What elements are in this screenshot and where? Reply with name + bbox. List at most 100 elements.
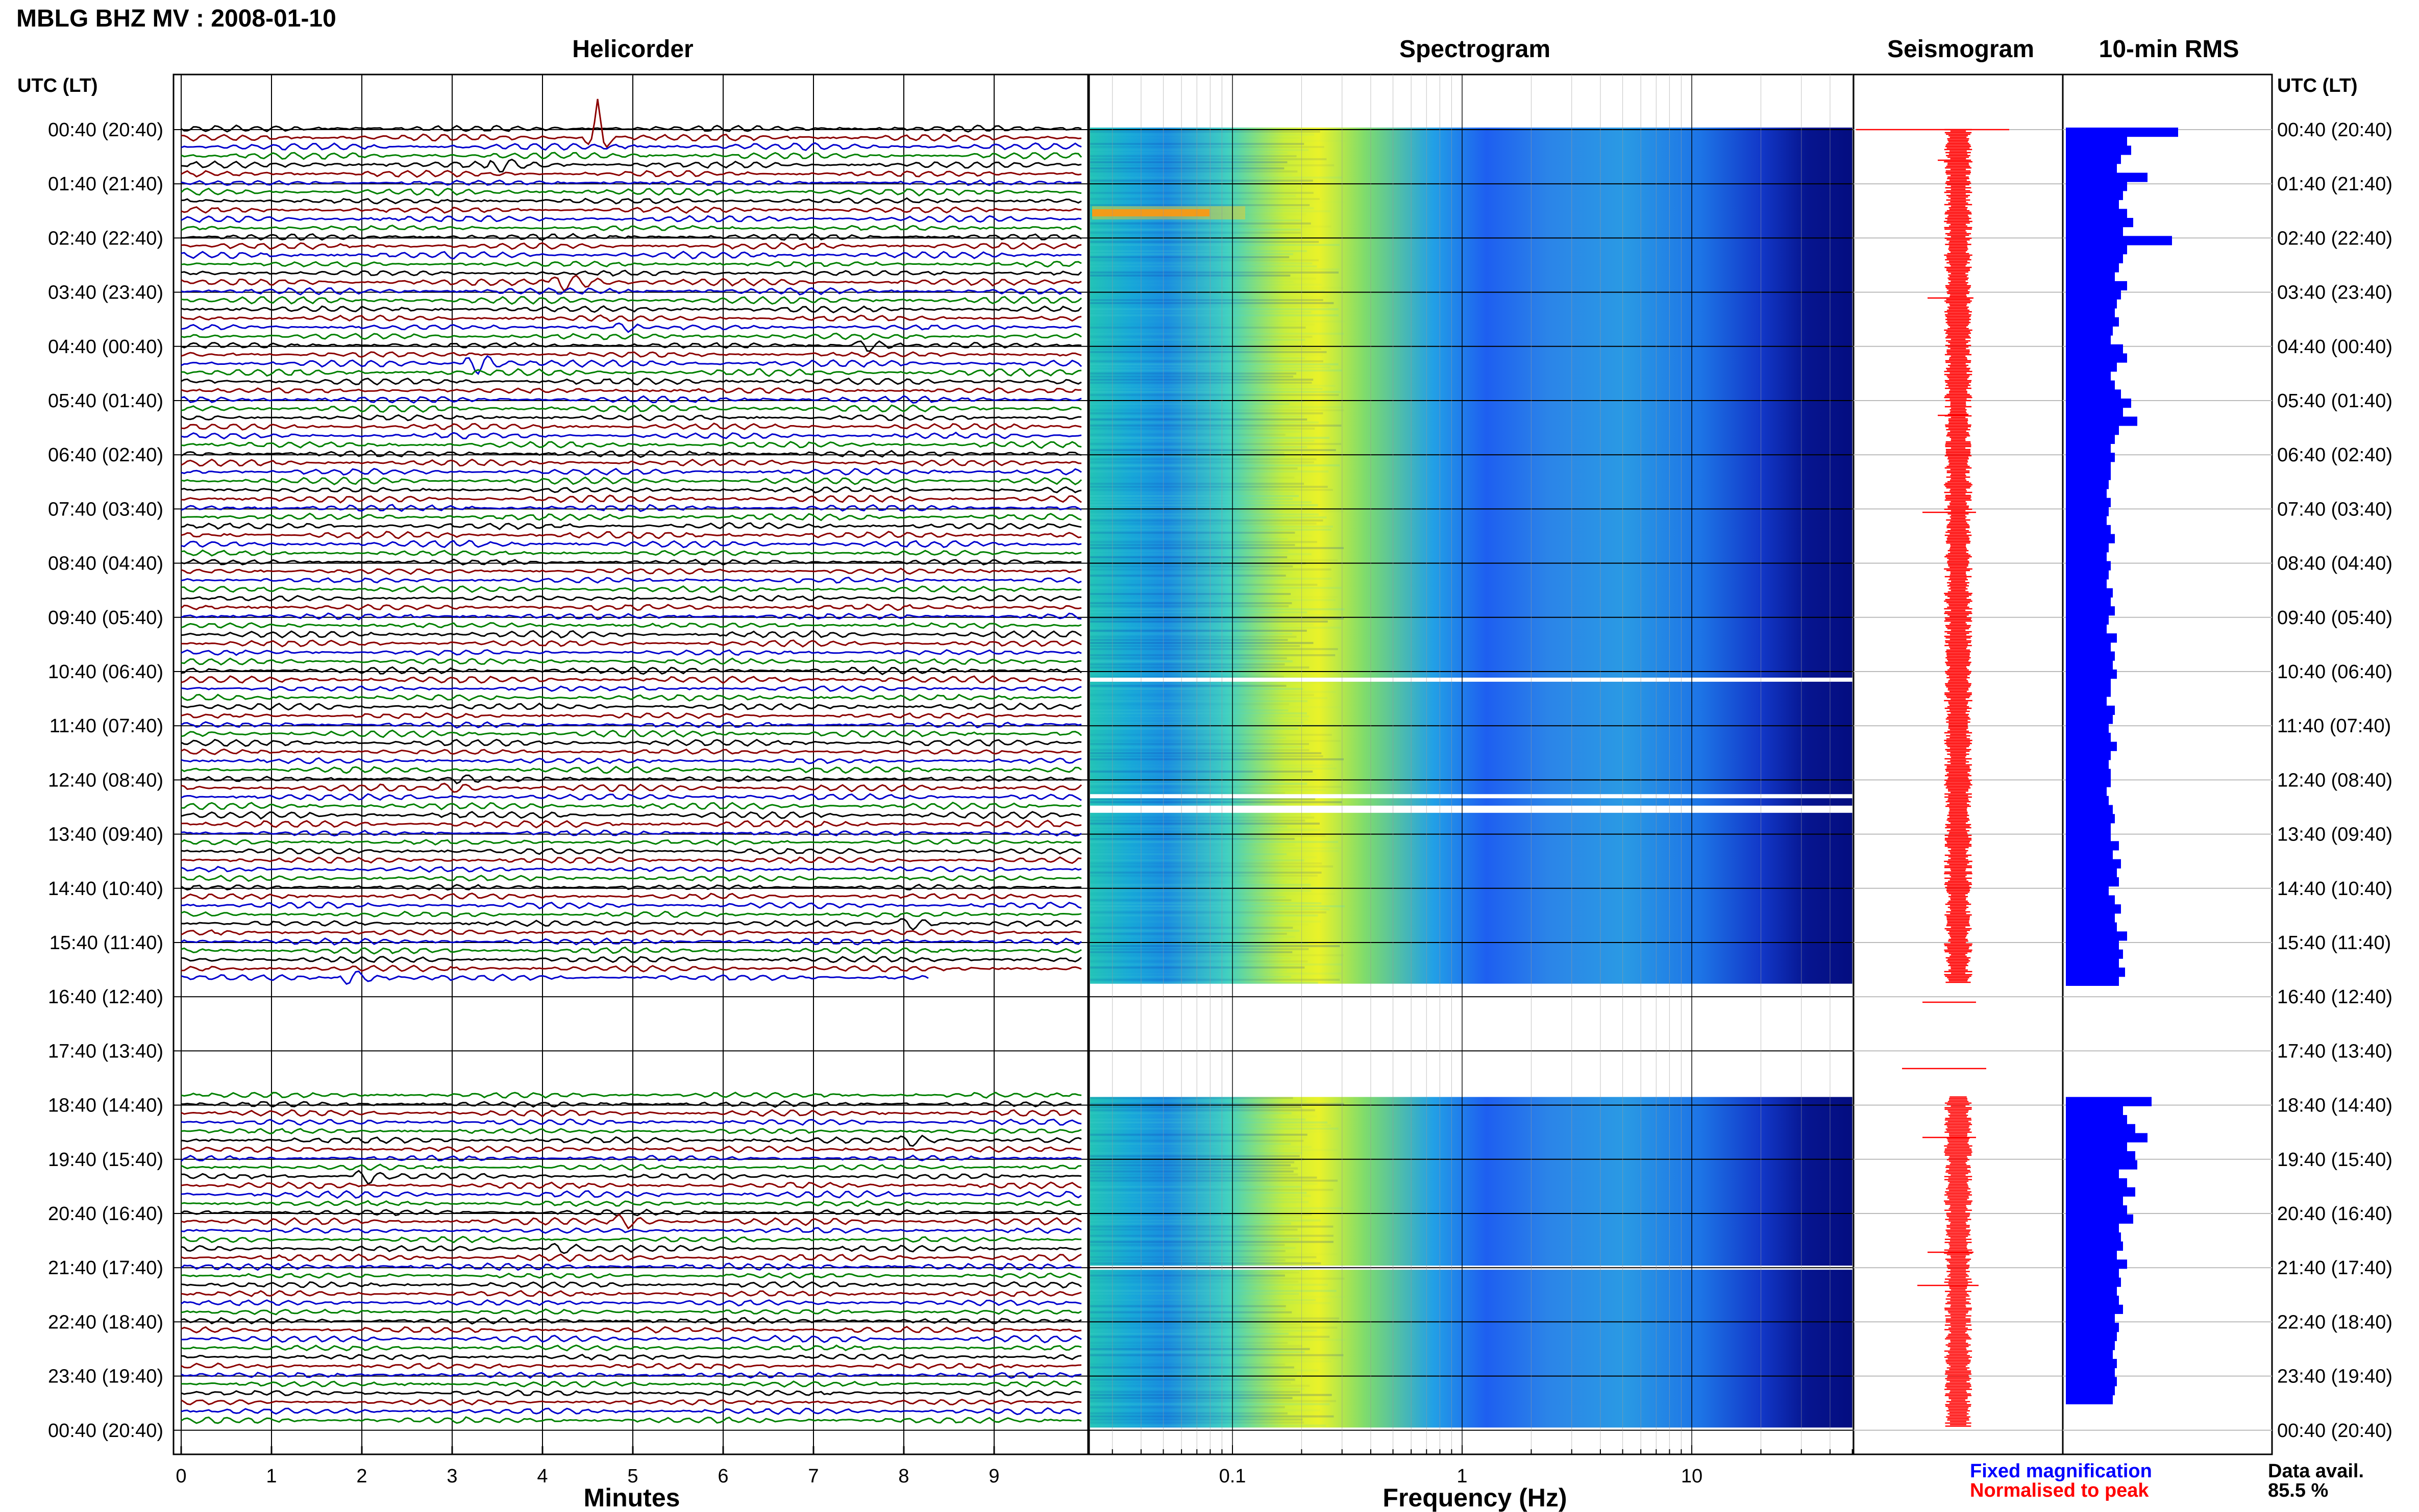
- rms-bar: [2066, 814, 2115, 824]
- rms-bar: [2066, 353, 2127, 363]
- spectrogram-row-stripe: [1090, 1179, 1338, 1182]
- rms-bar: [2066, 859, 2121, 869]
- helicorder-trace: [181, 387, 1082, 394]
- spectrogram-row-stripe: [1090, 192, 1314, 194]
- spectrogram-row-stripe: [1090, 1106, 1301, 1108]
- spectrogram-row-stripe: [1090, 627, 1341, 629]
- helicorder-trace: [181, 377, 1082, 386]
- spectrogram-row-stripe: [1090, 1308, 1286, 1310]
- spectrogram-row-stripe: [1090, 902, 1322, 904]
- helicorder-trace: [180, 187, 1082, 197]
- helicorder-trace: [181, 693, 1082, 702]
- spectrogram-row-stripe: [1090, 1234, 1334, 1237]
- spectrogram-row-stripe: [1090, 538, 1288, 540]
- spectrogram-row-stripe: [1090, 826, 1288, 828]
- time-tick-right: 12:40 (08:40): [2277, 770, 2392, 791]
- spectrogram-row-stripe: [1090, 207, 1314, 209]
- spectrogram-row-stripe: [1090, 1397, 1293, 1399]
- spectrogram-row-stripe: [1090, 1225, 1334, 1228]
- time-tick-right: 18:40 (14:40): [2277, 1095, 2392, 1117]
- spectrogram-row-stripe: [1090, 1250, 1286, 1252]
- helicorder-trace: [181, 1308, 1082, 1316]
- time-tick-right: 02:40 (22:40): [2277, 228, 2392, 249]
- spectrogram-row-stripe: [1090, 890, 1312, 892]
- seismogram-title: Seismogram: [1887, 36, 2034, 63]
- spectrogram-row-stripe: [1090, 268, 1340, 270]
- legend-normalised-to-peak: Normalised to peak: [1970, 1480, 2149, 1501]
- rms-bar: [2066, 200, 2119, 209]
- helicorder-trace: [181, 404, 1082, 413]
- rms-bar: [2066, 1178, 2127, 1188]
- helicorder-trace: [181, 702, 1082, 711]
- rms-bar: [2066, 949, 2123, 959]
- minute-tick-label: 2: [356, 1466, 367, 1487]
- helicorder-trace: [181, 340, 1082, 352]
- spectrogram-row-stripe: [1090, 1228, 1298, 1231]
- helicorder-trace: [181, 558, 1082, 566]
- helicorder-trace: [181, 274, 1082, 292]
- helicorder-trace: [181, 1200, 1082, 1207]
- rms-bar: [2066, 155, 2121, 164]
- helicorder-trace: [181, 260, 1082, 268]
- spectrogram-row-stripe: [1090, 464, 1340, 466]
- spectrogram-row-stripe: [1090, 1213, 1312, 1216]
- spectrogram-row-stripe: [1090, 878, 1309, 880]
- spectrogram-row-stripe: [1090, 951, 1293, 953]
- rms-bar: [2066, 1115, 2127, 1125]
- spectrogram-row-stripe: [1090, 930, 1300, 932]
- rms-bar: [2066, 489, 2107, 499]
- rms-bar: [2066, 209, 2127, 218]
- spectrogram-row-stripe: [1090, 853, 1287, 855]
- helicorder-trace: [181, 1380, 1082, 1388]
- rms-bar: [2066, 362, 2117, 372]
- spectrogram-row-stripe: [1090, 535, 1312, 537]
- spectrogram-row-stripe: [1090, 314, 1339, 316]
- rms-bar: [2066, 182, 2127, 191]
- spectrogram-row-stripe: [1090, 767, 1337, 770]
- spectrogram-row-stripe: [1090, 443, 1342, 445]
- spectrogram-row-stripe: [1090, 373, 1297, 375]
- spectrogram-row-stripe: [1090, 1121, 1328, 1124]
- rms-bar: [2066, 1250, 2117, 1260]
- helicorder-trace: [181, 1154, 1082, 1162]
- spectrogram-row-stripe: [1090, 896, 1286, 898]
- rms-bar: [2066, 769, 2111, 778]
- helicorder-trace: [181, 179, 1082, 186]
- spectrogram-row-stripe: [1090, 856, 1317, 858]
- spectrogram-row-stripe: [1090, 250, 1307, 252]
- spectrogram-row-stripe: [1090, 360, 1323, 362]
- rms-bar: [2066, 218, 2133, 228]
- time-tick-right: 10:40 (06:40): [2277, 661, 2392, 683]
- spectrogram-row-stripe: [1090, 728, 1299, 730]
- spectrogram-row-stripe: [1090, 330, 1287, 332]
- spectrogram-row-stripe: [1090, 850, 1340, 852]
- time-tick-right: 00:40 (20:40): [2277, 1420, 2392, 1442]
- helicorder-trace: [181, 1100, 1082, 1108]
- spectrogram-row-stripe: [1090, 412, 1323, 414]
- rms-bar: [2066, 886, 2109, 896]
- rms-bar: [2066, 633, 2117, 643]
- spectrogram-row-stripe: [1090, 492, 1295, 494]
- spectrogram-row-stripe: [1090, 1201, 1309, 1203]
- spectrogram-row-stripe: [1090, 939, 1324, 941]
- rms-bar: [2066, 290, 2121, 300]
- spectrogram-row-stripe: [1090, 1161, 1295, 1163]
- spectrogram-row-stripe: [1090, 593, 1291, 595]
- spectrogram-row-stripe: [1090, 302, 1334, 304]
- spectrogram-row-stripe: [1090, 1244, 1285, 1246]
- spectrogram-row-stripe: [1090, 222, 1311, 225]
- helicorder-trace: [181, 820, 1082, 829]
- spectrogram-row-stripe: [1090, 403, 1290, 405]
- spectrogram-row-stripe: [1090, 578, 1332, 580]
- minute-tick-label: 5: [627, 1466, 638, 1487]
- spectrogram-row-stripe: [1090, 336, 1313, 338]
- spectrogram-row-stripe: [1090, 740, 1341, 742]
- spectrogram-row-stripe: [1090, 1109, 1315, 1111]
- spectrogram-row-stripe: [1090, 232, 1301, 234]
- time-tick-left: 17:40 (13:40): [48, 1040, 163, 1062]
- rms-bar: [2066, 163, 2117, 173]
- spectrogram-row-stripe: [1090, 1116, 1317, 1118]
- spectrogram-row-stripe: [1090, 1277, 1345, 1280]
- helicorder-trace: [181, 242, 1082, 250]
